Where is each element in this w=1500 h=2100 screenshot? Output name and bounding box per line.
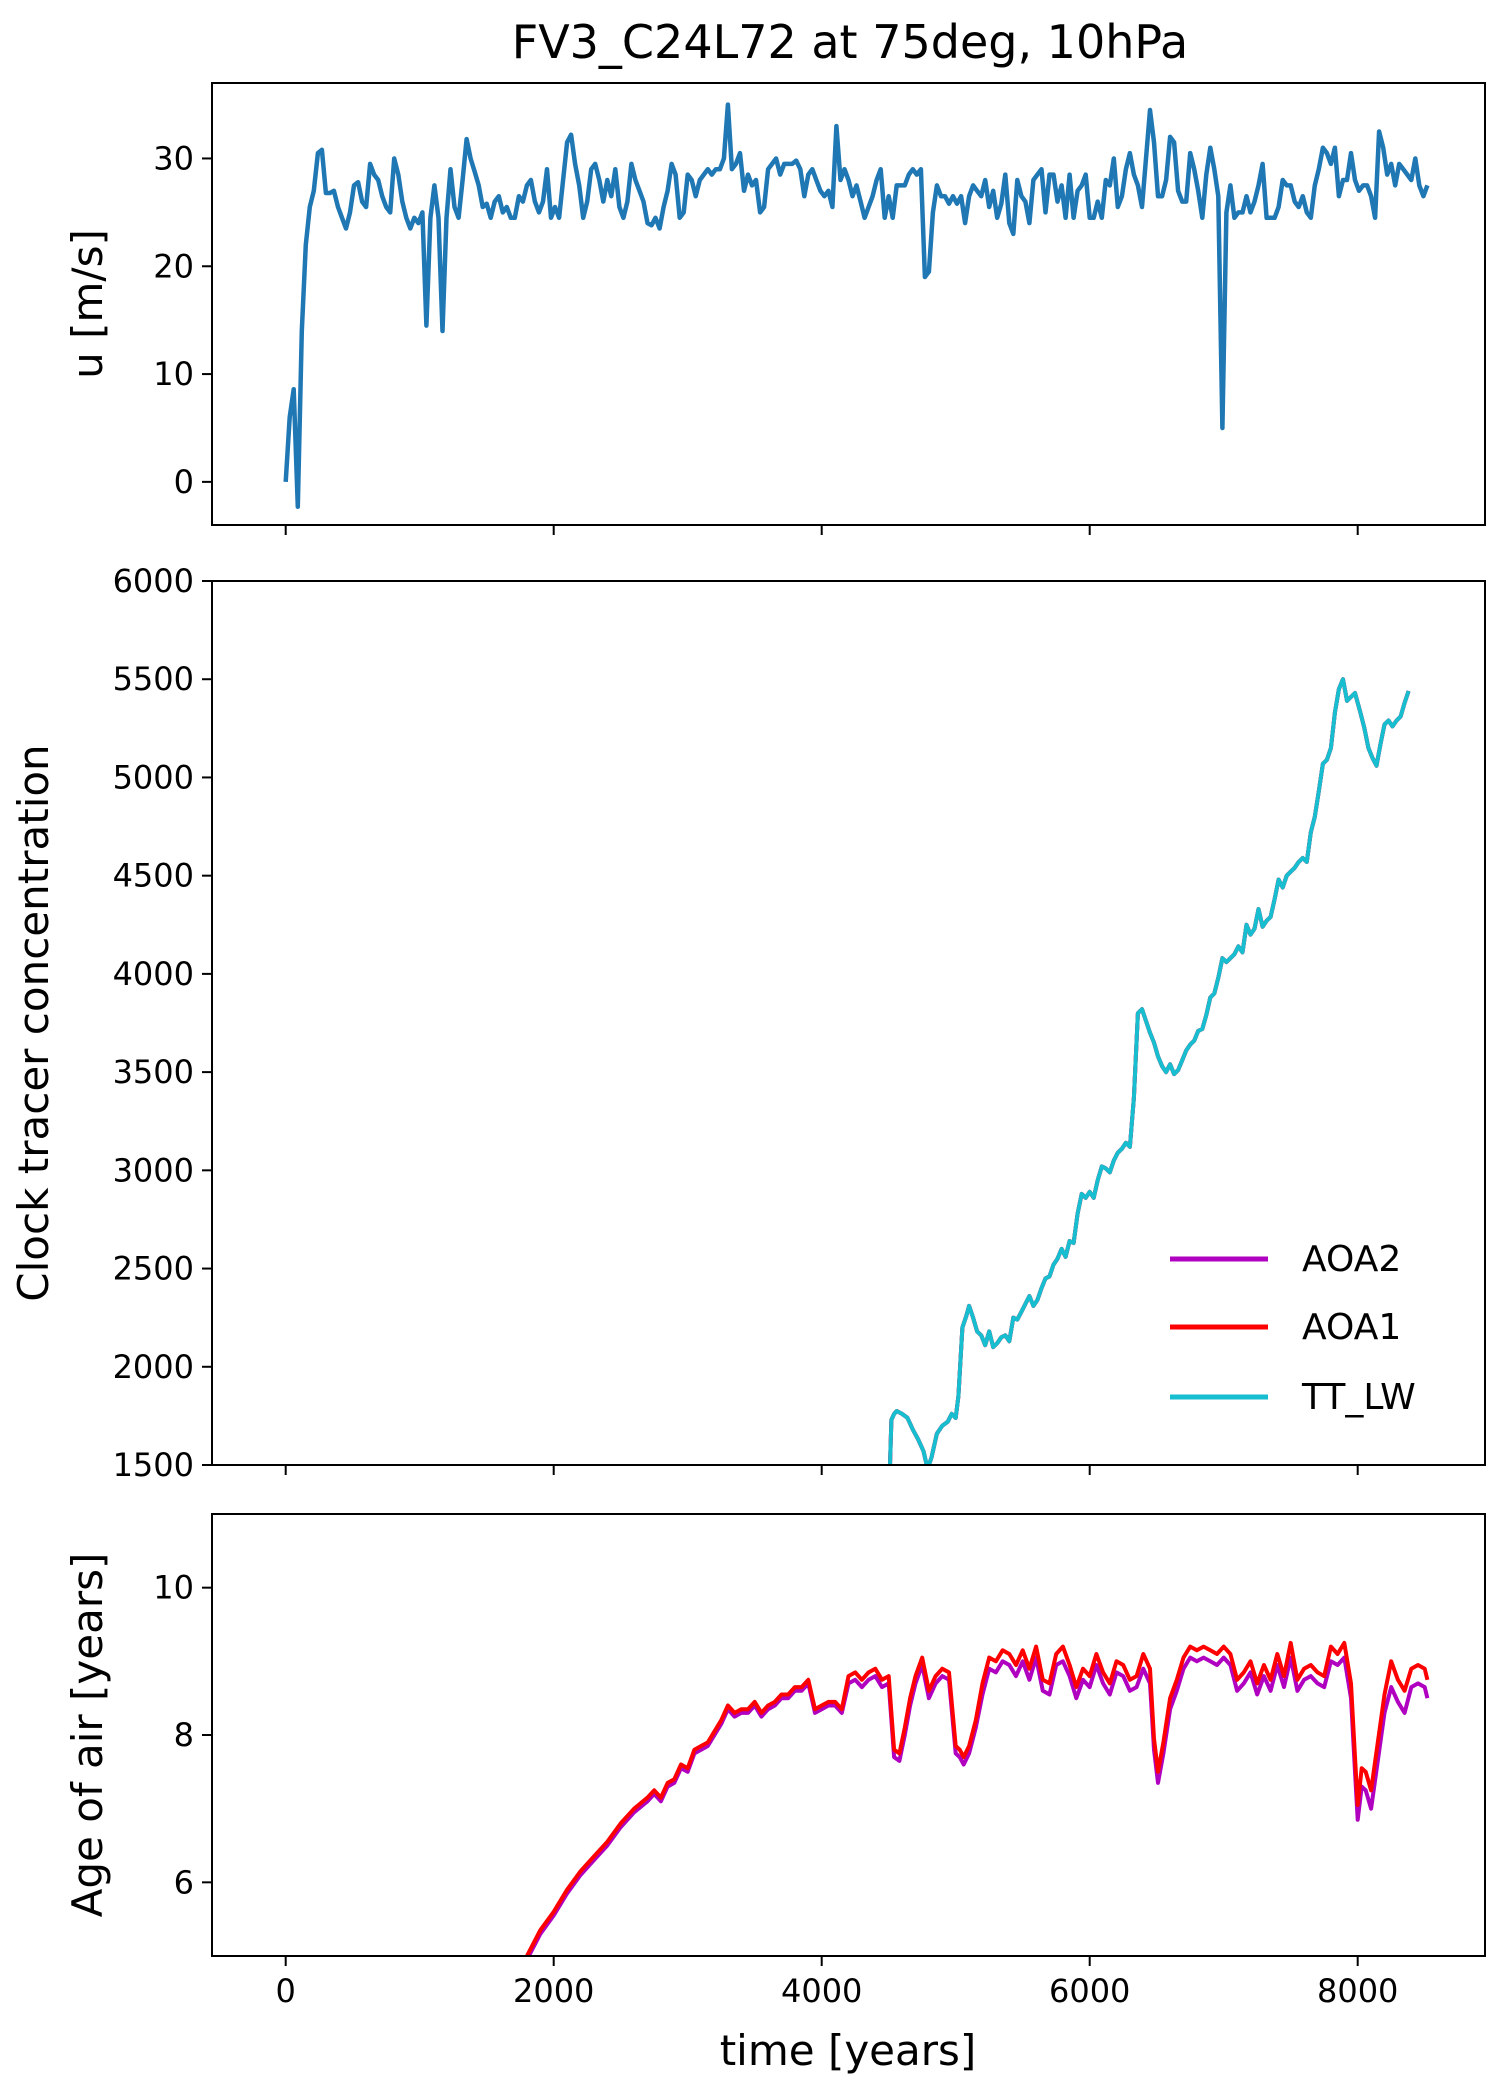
figure-title: FV3_C24L72 at 75deg, 10hPa xyxy=(512,15,1189,69)
xtick-label: 2000 xyxy=(513,1972,594,2010)
ytick-label: 0 xyxy=(174,463,194,501)
bottom-panel-ticks: 6 8 10 0 2000 4000 6000 8000 xyxy=(153,1569,1398,2010)
clock-tracer-series-lines xyxy=(888,677,1411,1465)
series-line-clock-tracer-aoa2 xyxy=(888,677,1411,1465)
top-panel-u: 0 10 20 30 u [m/s] xyxy=(63,82,1486,535)
ytick-label: 20 xyxy=(153,247,194,285)
ytick-label: 3500 xyxy=(113,1053,194,1091)
xtick-label: 6000 xyxy=(1049,1972,1130,2010)
series-line-u-0 xyxy=(283,102,1430,509)
legend: AOA2 AOA1 TT_LW xyxy=(1170,1239,1416,1418)
ytick-label: 10 xyxy=(153,1569,194,1607)
xtick-label: 8000 xyxy=(1317,1972,1398,2010)
ytick-label: 30 xyxy=(153,139,194,177)
bottom-panel-frame xyxy=(211,1513,1486,1957)
ytick-label: 2000 xyxy=(113,1348,194,1386)
ytick-label: 1500 xyxy=(113,1446,194,1484)
legend-label-aoa1: AOA1 xyxy=(1302,1307,1401,1348)
ytick-label: 4000 xyxy=(113,955,194,993)
top-panel-ticks: 0 10 20 30 xyxy=(153,139,1359,535)
ytick-label: 8 xyxy=(174,1716,194,1754)
ytick-label: 10 xyxy=(153,355,194,393)
series-line-age-of-air-aoa1 xyxy=(525,1640,1430,1956)
ytick-label: 6000 xyxy=(113,562,194,600)
u-series-lines xyxy=(283,102,1430,509)
xtick-label: 0 xyxy=(276,1972,296,2010)
middle-panel-clock-tracer: 1500 2000 2500 3000 3500 4000 4500 5000 5500 6000… xyxy=(9,562,1486,1484)
age-of-air-series-lines xyxy=(525,1640,1430,1956)
ytick-label: 5500 xyxy=(113,660,194,698)
ytick-label: 6 xyxy=(174,1863,194,1901)
bottom-panel-ylabel: Age of air [years] xyxy=(63,1553,112,1918)
series-line-clock-tracer-aoa1 xyxy=(888,677,1411,1465)
bottom-panel-age-of-air: 6 8 10 0 2000 4000 6000 8000 Age of air [years]… xyxy=(63,1513,1486,2075)
legend-label-tt-lw: TT_LW xyxy=(1301,1377,1416,1418)
ytick-label: 4500 xyxy=(113,857,194,895)
middle-panel-ticks: 1500 2000 2500 3000 3500 4000 4500 5000 5500 6000 xyxy=(113,562,1359,1484)
top-panel-frame xyxy=(211,82,1486,526)
middle-panel-frame xyxy=(211,580,1486,1466)
bottom-panel-xlabel: time [years] xyxy=(720,2026,977,2075)
top-panel-ylabel: u [m/s] xyxy=(63,229,112,379)
series-line-clock-tracer-tt-lw xyxy=(888,677,1411,1465)
xtick-label: 4000 xyxy=(781,1972,862,2010)
series-line-age-of-air-aoa2 xyxy=(526,1655,1430,1956)
middle-panel-ylabel: Clock tracer concentration xyxy=(9,744,58,1301)
ytick-label: 5000 xyxy=(113,758,194,796)
ytick-label: 3000 xyxy=(113,1151,194,1189)
ytick-label: 2500 xyxy=(113,1250,194,1288)
legend-label-aoa2: AOA2 xyxy=(1302,1239,1401,1280)
